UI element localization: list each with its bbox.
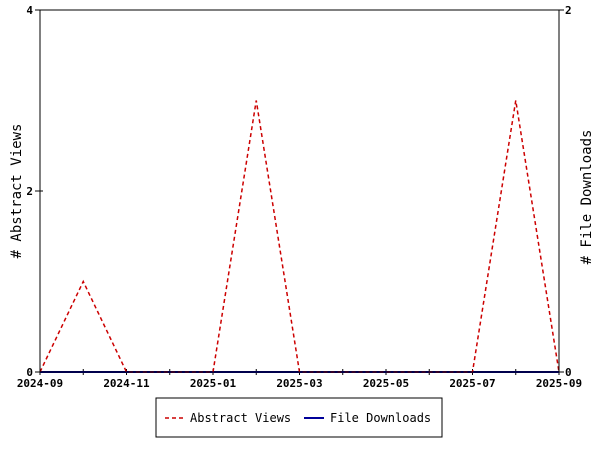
x-tick-label-2024-11: 2024-11 — [103, 377, 150, 390]
x-tick-label-2025-07: 2025-07 — [449, 377, 495, 390]
y-tick-label-left-2: 2 — [26, 185, 33, 198]
legend-label-abstract-views: Abstract Views — [190, 411, 291, 425]
y-tick-label-right-2: 2 — [565, 4, 572, 17]
series-layer — [39, 100, 560, 373]
x-tick-label-2024-09: 2024-09 — [17, 377, 63, 390]
y-tick-label-left-4: 4 — [26, 4, 33, 17]
series-line-abstract-views — [39, 100, 560, 373]
y-axis-title-left: # Abstract Views — [9, 124, 25, 259]
x-tick-label-2025-01: 2025-01 — [190, 377, 237, 390]
legend-label-file-downloads: File Downloads — [330, 411, 431, 425]
y-tick-label-right-0: 0 — [565, 366, 572, 379]
x-tick-label-2025-03: 2025-03 — [276, 377, 322, 390]
legend-frame — [155, 397, 443, 438]
x-tick-label-2025-05: 2025-05 — [363, 377, 409, 390]
y-tick-label-left-0: 0 — [26, 366, 33, 379]
legend: Abstract Views File Downloads — [155, 397, 443, 438]
y-axis-title-right: # File Downloads — [579, 130, 595, 265]
x-tick-label-2025-09: 2025-09 — [536, 377, 582, 390]
plot-area-frame — [39, 9, 560, 373]
ticks-layer: 2024-09 2024-11 2025-01 2025-03 2025-05 2025-… — [17, 4, 582, 390]
